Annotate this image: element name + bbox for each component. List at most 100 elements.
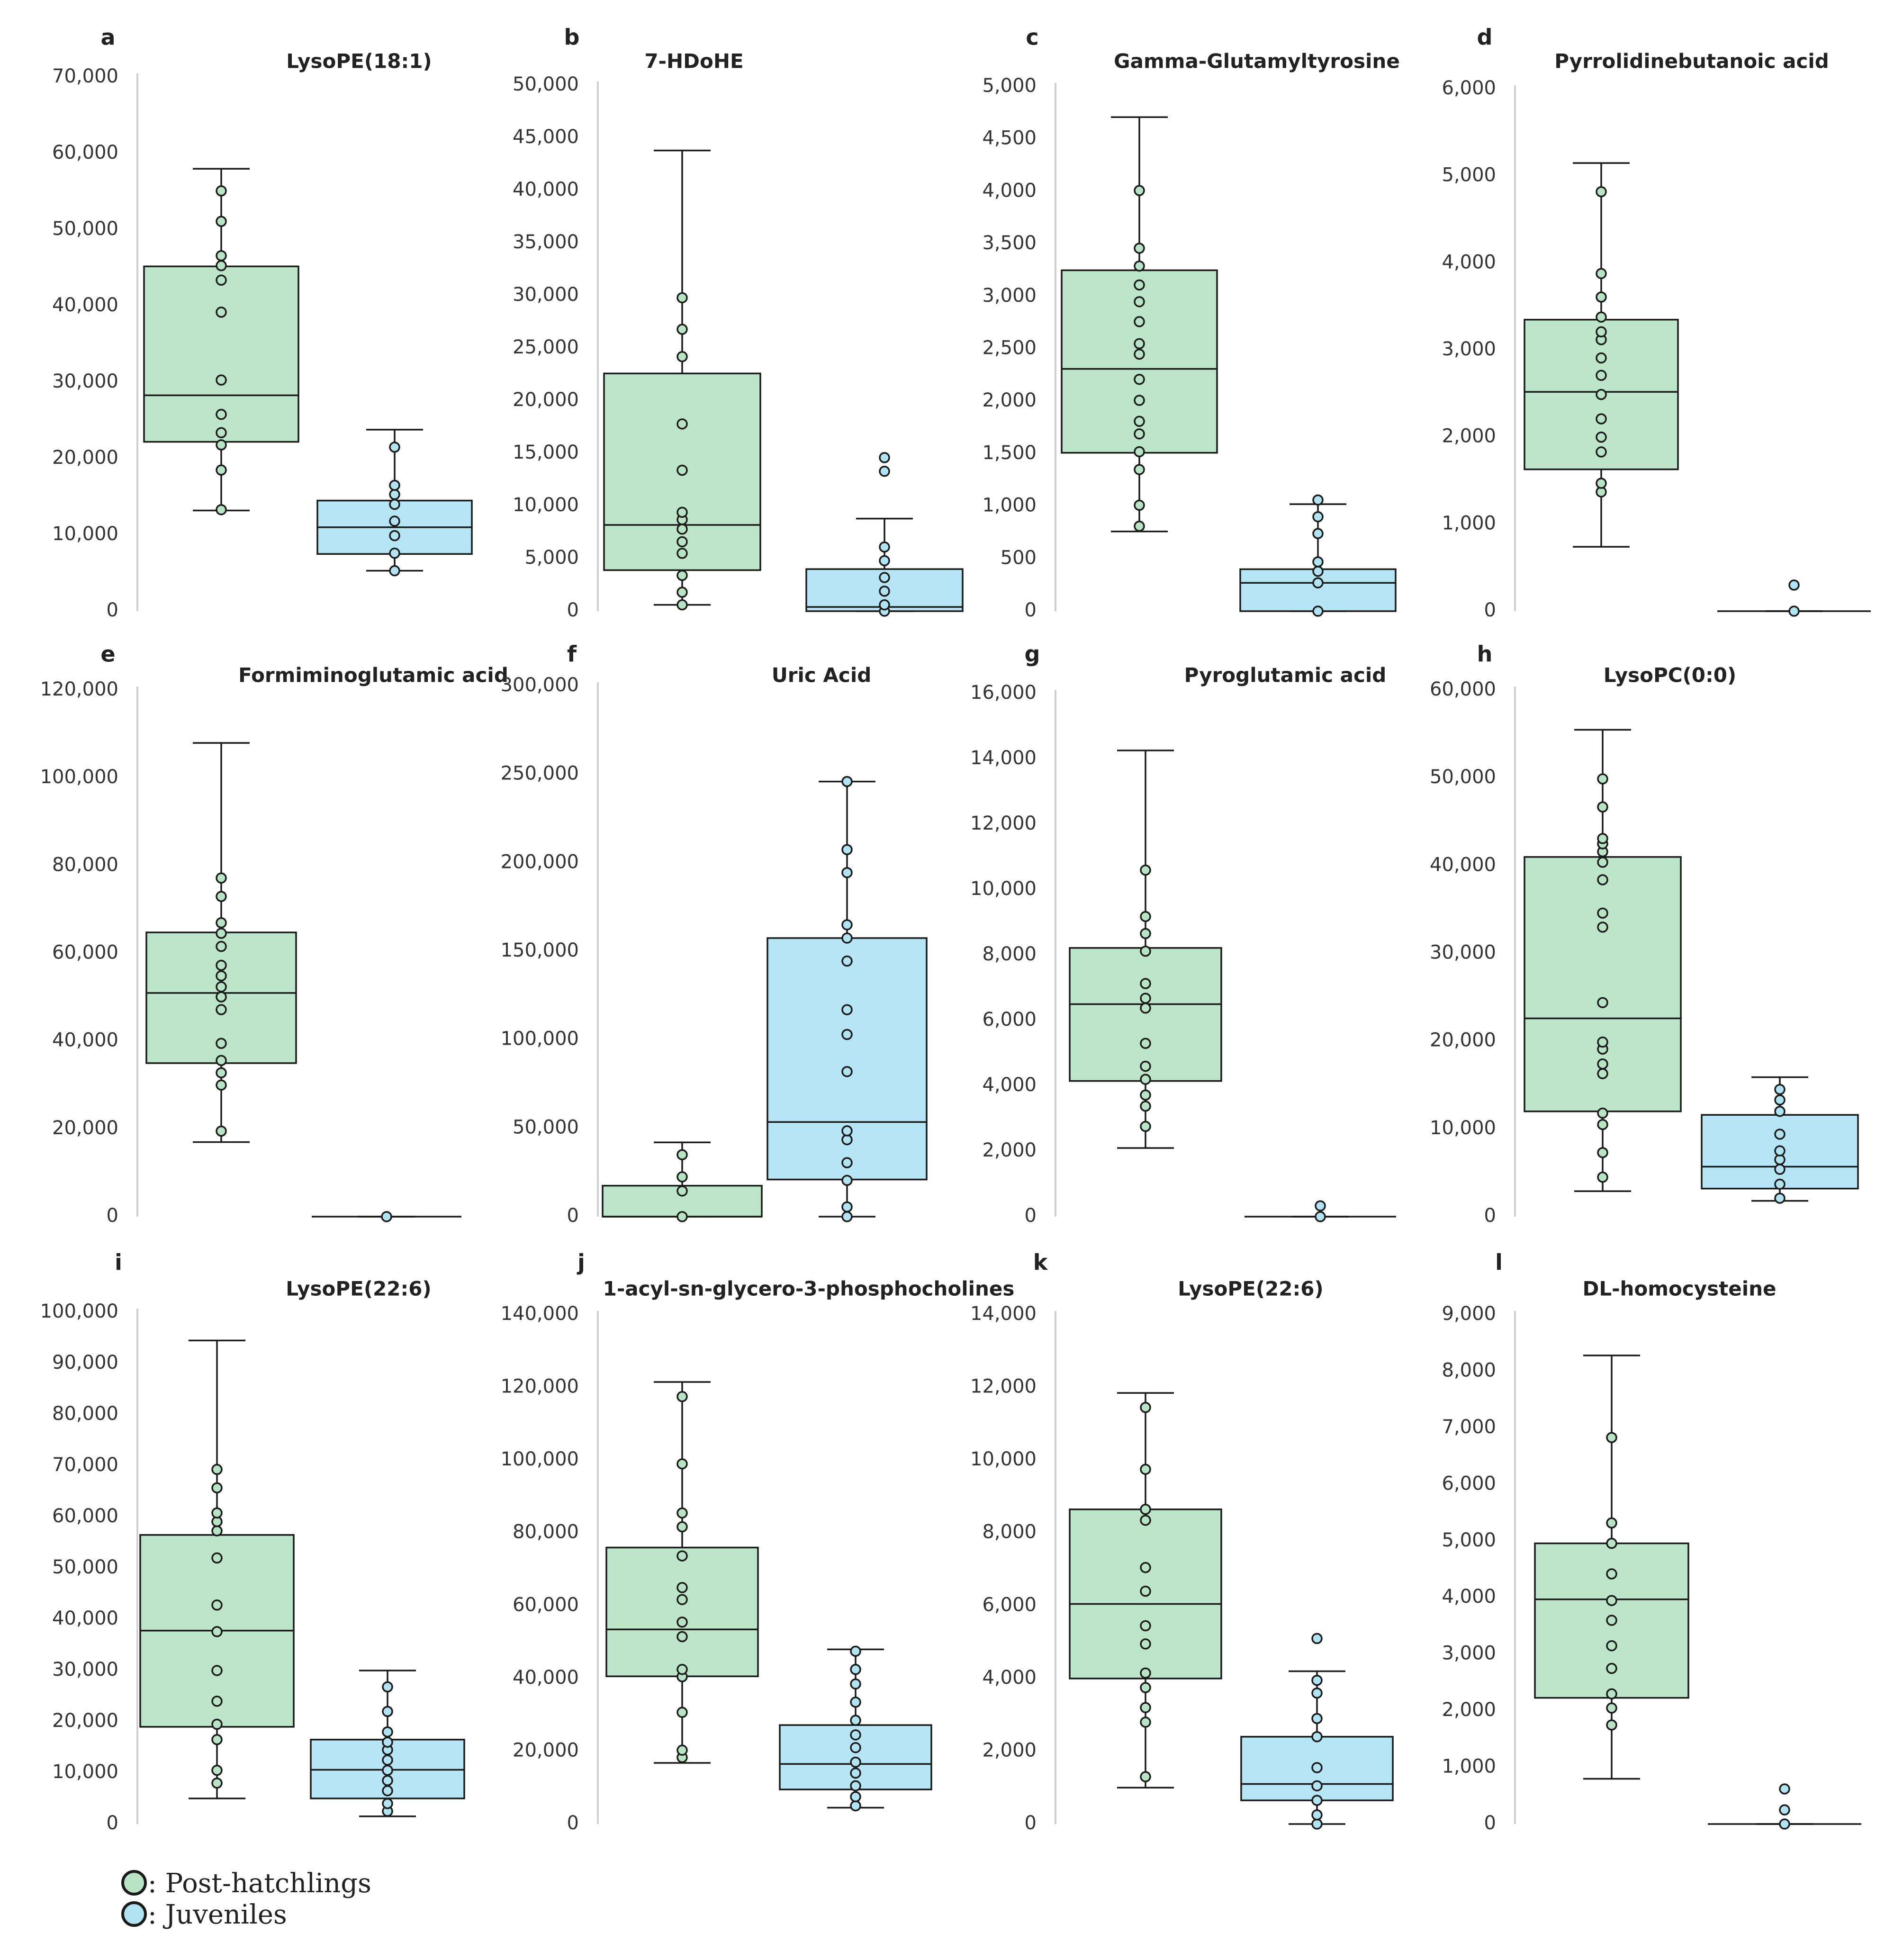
data-point-juveniles-k-0 <box>1311 1818 1323 1830</box>
data-point-post-hatchlings-l-5 <box>1606 1615 1617 1626</box>
data-point-post-hatchlings-e-9 <box>216 959 227 971</box>
series-post-hatchlings-j <box>605 1381 759 1764</box>
data-point-post-hatchlings-c-12 <box>1134 279 1145 291</box>
data-point-post-hatchlings-c-5 <box>1134 415 1145 427</box>
data-point-juveniles-i-3 <box>382 1775 393 1786</box>
data-point-post-hatchlings-k-10 <box>1140 1504 1151 1515</box>
data-point-juveniles-h-0 <box>1774 1192 1786 1204</box>
data-point-post-hatchlings-a-11 <box>216 185 227 197</box>
y-tick-label-e-4: 80,000 <box>52 854 118 876</box>
series-juveniles-g <box>1245 1200 1396 1222</box>
data-point-juveniles-j-11 <box>850 1645 861 1657</box>
y-tick-label-h-3: 30,000 <box>1430 942 1496 964</box>
data-point-juveniles-c-5 <box>1312 511 1324 523</box>
series-juveniles-j <box>779 1645 932 1812</box>
data-point-post-hatchlings-k-3 <box>1140 1682 1151 1693</box>
series-post-hatchlings-h <box>1524 729 1682 1192</box>
y-tick-label-j-5: 100,000 <box>501 1448 579 1470</box>
series-juveniles-h <box>1701 1076 1859 1204</box>
data-point-post-hatchlings-a-9 <box>216 250 227 262</box>
data-point-post-hatchlings-e-13 <box>216 891 227 902</box>
series-post-hatchlings-l <box>1534 1355 1689 1780</box>
data-point-post-hatchlings-l-8 <box>1606 1537 1617 1549</box>
series-juveniles-a <box>316 429 473 577</box>
y-tick-label-k-5: 10,000 <box>970 1448 1037 1470</box>
panel-letter-f: f <box>567 641 577 667</box>
panel-title-c: Gamma-Glutamyltyrosine <box>1114 50 1400 73</box>
y-tick-label-k-1: 2,000 <box>982 1739 1037 1761</box>
data-point-juveniles-f-5 <box>841 1125 853 1137</box>
data-point-juveniles-k-2 <box>1311 1795 1323 1806</box>
y-tick-label-h-5: 50,000 <box>1430 766 1496 788</box>
data-point-post-hatchlings-i-7 <box>211 1599 223 1611</box>
data-point-post-hatchlings-l-4 <box>1606 1640 1617 1652</box>
data-point-post-hatchlings-c-14 <box>1134 243 1145 254</box>
data-point-post-hatchlings-c-10 <box>1134 316 1145 327</box>
data-point-juveniles-f-13 <box>841 844 853 856</box>
y-tick-label-g-2: 4,000 <box>982 1074 1037 1096</box>
panel-g: g Pyroglutamic acid 0 2,000 4,000 6,000 8,000 1… <box>970 641 1396 1227</box>
panel-letter-a: a <box>100 25 115 50</box>
data-point-post-hatchlings-c-6 <box>1134 395 1145 406</box>
data-point-juveniles-j-5 <box>850 1742 861 1753</box>
y-tick-label-c-8: 4,000 <box>982 180 1037 201</box>
data-point-post-hatchlings-b-9 <box>676 418 688 430</box>
data-point-post-hatchlings-e-0 <box>216 1125 227 1137</box>
y-tick-label-k-7: 14,000 <box>970 1303 1037 1325</box>
data-point-post-hatchlings-l-3 <box>1606 1662 1617 1674</box>
panel-letter-b: b <box>564 25 580 50</box>
data-point-juveniles-j-4 <box>850 1756 861 1768</box>
data-point-post-hatchlings-g-4 <box>1140 1060 1151 1072</box>
data-point-post-hatchlings-h-12 <box>1597 857 1608 868</box>
data-point-juveniles-d-1 <box>1788 579 1800 591</box>
data-point-juveniles-h-4 <box>1774 1145 1786 1156</box>
data-point-post-hatchlings-a-6 <box>216 307 227 318</box>
panel-d: d Pyrrolidinebutanoic acid 0 1,000 2,000 3,00… <box>1442 25 1871 621</box>
data-point-post-hatchlings-g-1 <box>1140 1101 1151 1112</box>
y-tick-label-g-1: 2,000 <box>982 1139 1037 1161</box>
data-point-post-hatchlings-h-3 <box>1597 1107 1608 1119</box>
y-tick-label-f-1: 50,000 <box>513 1116 579 1138</box>
data-point-post-hatchlings-j-13 <box>676 1391 688 1402</box>
y-tick-label-f-0: 0 <box>567 1205 579 1227</box>
y-tick-label-i-9: 90,000 <box>52 1352 118 1373</box>
panel-letter-l: l <box>1495 1250 1503 1275</box>
y-tick-label-b-6: 30,000 <box>513 284 579 306</box>
panel-title-j: 1-acyl-sn-glycero-3-phosphocholines <box>603 1277 1015 1301</box>
y-tick-label-k-0: 0 <box>1025 1812 1037 1834</box>
legend-label-juveniles: : Juveniles <box>148 1899 287 1930</box>
data-point-juveniles-j-7 <box>850 1715 861 1726</box>
data-point-post-hatchlings-f-2 <box>676 1171 688 1183</box>
data-point-post-hatchlings-h-9 <box>1597 921 1608 933</box>
data-point-post-hatchlings-e-4 <box>216 1038 227 1049</box>
y-tick-label-c-6: 3,000 <box>982 285 1037 307</box>
y-tick-label-k-3: 6,000 <box>982 1594 1037 1616</box>
data-point-post-hatchlings-b-5 <box>676 524 688 535</box>
series-juveniles-k <box>1240 1633 1394 1830</box>
y-tick-label-f-3: 150,000 <box>501 939 579 961</box>
data-point-juveniles-c-0 <box>1312 605 1324 617</box>
data-point-post-hatchlings-k-0 <box>1140 1771 1151 1782</box>
data-point-juveniles-f-6 <box>841 1066 853 1077</box>
data-point-post-hatchlings-d-7 <box>1596 352 1607 364</box>
data-point-juveniles-k-6 <box>1311 1713 1323 1725</box>
data-point-post-hatchlings-k-4 <box>1140 1667 1151 1679</box>
panel-f: f Uric Acid 0 50,000 100,000 150,000 200,000 25… <box>501 641 928 1227</box>
legend: : Post-hatchlings : Juveniles <box>121 1868 371 1930</box>
data-point-post-hatchlings-j-5 <box>676 1631 688 1643</box>
y-tick-label-h-0: 0 <box>1484 1205 1496 1227</box>
data-point-post-hatchlings-e-12 <box>216 917 227 929</box>
panel-title-a: LysoPE(18:1) <box>286 50 432 73</box>
data-point-juveniles-i-1 <box>382 1798 393 1809</box>
data-point-juveniles-k-3 <box>1311 1780 1323 1792</box>
data-point-post-hatchlings-b-10 <box>676 351 688 362</box>
y-tick-label-j-2: 40,000 <box>513 1667 579 1689</box>
data-point-post-hatchlings-a-5 <box>216 374 227 386</box>
y-tick-label-d-0: 0 <box>1484 599 1496 621</box>
panel-l: l DL-homocysteine 0 1,000 2,000 3,000 4,000 5,0… <box>1442 1250 1861 1834</box>
data-point-post-hatchlings-d-11 <box>1596 291 1607 303</box>
data-point-post-hatchlings-a-1 <box>216 464 227 476</box>
y-tick-label-b-8: 40,000 <box>513 179 579 200</box>
y-tick-label-f-2: 100,000 <box>501 1028 579 1050</box>
